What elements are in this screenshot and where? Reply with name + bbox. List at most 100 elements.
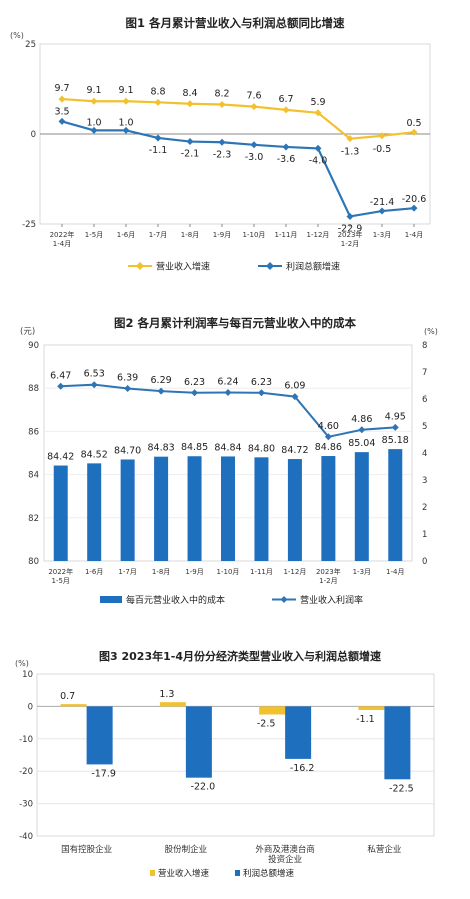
chart1-profit-data-label: -3.0	[245, 152, 264, 163]
chart2-margin-point	[57, 382, 65, 390]
chart1-x-tick-label: 1-6月	[117, 231, 135, 239]
chart2-x-tick-label: 2023年	[316, 567, 341, 576]
chart2-cost-bar	[187, 456, 202, 561]
chart2-cost-data-label: 85.04	[348, 438, 375, 449]
chart3-legend-profit-swatch	[235, 870, 240, 876]
chart2-margin-data-label: 4.86	[351, 414, 372, 425]
chart1-y-tick-label: -25	[22, 220, 36, 230]
chart1-profit-point	[154, 134, 162, 142]
chart3-revenue-bar	[159, 702, 186, 707]
chart1-profit-data-label: -2.1	[181, 149, 200, 160]
chart2-y-left-tick-label: 88	[28, 384, 39, 394]
chart1-x-tick-label: 2023年	[338, 230, 363, 239]
chart2-y-left-tick-label: 90	[28, 341, 39, 351]
chart2-margin-data-label: 6.39	[117, 372, 138, 383]
chart2-y-left-tick-label: 84	[28, 471, 39, 481]
chart1-legend-revenue-marker	[136, 262, 144, 270]
chart2-cost-bar	[254, 457, 269, 561]
chart2-cost-bar	[321, 456, 336, 561]
chart2-margin-data-label: 6.24	[217, 377, 238, 388]
chart3-revenue-bar	[259, 706, 286, 715]
chart3-legend-revenue-label: 营业收入增速	[158, 868, 210, 879]
chart2-cost-bar	[53, 465, 68, 561]
chart1-revenue-data-label: 5.9	[310, 97, 325, 108]
chart3-x-tick-label: 股份制企业	[165, 844, 208, 855]
chart1-revenue-point	[314, 109, 322, 117]
chart2-cost-data-label: 84.70	[114, 445, 141, 456]
chart2-cost-bar	[87, 463, 102, 561]
chart3-profit-data-label: -16.2	[290, 763, 315, 774]
chart2: 图2 各月累计利润率与每百元营业收入中的成本 (元) (%) 908886848…	[20, 316, 438, 606]
chart3-y-unit: (%)	[15, 659, 29, 668]
chart2-margin-point	[358, 426, 366, 434]
chart2-y-unit-right: (%)	[424, 327, 438, 336]
chart1-profit-data-label: -2.3	[213, 149, 232, 160]
chart2-margin-point	[157, 387, 165, 395]
chart1-revenue-data-label: 7.6	[246, 91, 261, 102]
chart1-revenue-point	[186, 100, 194, 108]
chart2-y-right-tick-label: 0	[422, 557, 427, 567]
chart1-revenue-point	[410, 128, 418, 136]
chart3-revenue-data-label: 1.3	[159, 689, 174, 700]
chart1-revenue-point	[122, 97, 130, 105]
chart1-x-tick-label-line2: 1-4月	[53, 240, 71, 248]
chart1-profit-data-label: -4.0	[309, 155, 328, 166]
chart1-revenue-line	[61, 97, 415, 140]
chart2-cost-data-label: 84.72	[281, 445, 308, 456]
chart2-cost-data-label: 84.86	[315, 442, 342, 453]
chart1-revenue-point	[154, 98, 162, 106]
chart1-profit-point	[314, 144, 322, 152]
chart3-y-tick-label: -30	[19, 800, 33, 810]
chart2-margin-point	[257, 389, 265, 397]
chart2-legend-cost-label: 每百元营业收入中的成本	[126, 594, 225, 606]
chart2-cost-bar	[354, 452, 369, 561]
chart3: 图3 2023年1-4月份分经济类型营业收入与利润总额增速 (%) 10 0 -10…	[15, 649, 435, 879]
chart2-y-right-tick-label: 5	[422, 422, 427, 432]
chart2-x-tick-label-line2: 1-2月	[319, 577, 337, 585]
chart1-legend: 营业收入增速 利润总额增速	[128, 261, 340, 273]
chart2-margin-data-label: 4.60	[318, 421, 339, 432]
chart1-y-tick-label: 25	[25, 40, 36, 50]
chart1-y-tick-label: 0	[31, 130, 36, 140]
chart1-profit-point	[410, 204, 418, 212]
chart1-profit-data-label: 1.0	[86, 117, 101, 128]
chart2-title: 图2 各月累计利润率与每百元营业收入中的成本	[114, 316, 357, 330]
chart2-y-unit-left: (元)	[20, 327, 35, 337]
chart2-margin-data-label: 6.09	[284, 381, 305, 392]
chart1-profit-point	[58, 117, 66, 125]
chart1-profit-data-label: -20.6	[402, 194, 427, 205]
chart1-profit-data-label: -3.6	[277, 154, 296, 165]
chart1-revenue-data-label: 9.1	[118, 85, 133, 96]
chart2-y-left-tick-label: 82	[28, 514, 39, 524]
chart2-cost-data-label: 84.84	[214, 442, 241, 453]
chart1-profit-data-label: 3.5	[54, 106, 69, 117]
chart2-x-tick-label: 1-8月	[152, 568, 170, 576]
chart2-cost-data-label: 84.80	[248, 443, 275, 454]
chart2-y-right-tick-label: 3	[422, 476, 427, 486]
chart1-profit-data-label: -21.4	[370, 197, 395, 208]
chart3-x-tick-label: 国有控股企业	[61, 844, 112, 855]
chart2-margin-point	[391, 423, 399, 431]
chart1-legend-revenue-label: 营业收入增速	[156, 261, 210, 273]
chart2-legend: 每百元营业收入中的成本 营业收入利润率	[100, 594, 363, 606]
chart3-x-tick-label: 私营企业	[367, 844, 401, 855]
chart3-profit-data-label: -22.0	[191, 782, 216, 793]
chart2-cost-bar	[388, 449, 403, 561]
chart1-x-tick-label: 1-11月	[275, 231, 298, 239]
chart3-legend-profit-label: 利润总额增速	[243, 868, 295, 879]
chart3-y-tick-label: 0	[28, 702, 33, 712]
chart1-x-tick-label: 2022年	[50, 230, 75, 239]
chart1-x-tick-label: 1-12月	[307, 231, 330, 239]
chart2-y-right-tick-label: 2	[422, 503, 427, 513]
chart3-profit-data-label: -17.9	[91, 768, 116, 779]
chart1-profit-data-label: -22.9	[338, 223, 363, 234]
chart1-x-tick-label: 1-5月	[85, 231, 103, 239]
chart1-revenue-data-label: 0.5	[406, 118, 421, 129]
chart2-y-right-tick-label: 7	[422, 368, 427, 378]
chart3-profit-bar	[285, 706, 312, 759]
chart1-profit-point	[346, 212, 354, 220]
chart2-cost-data-label: 85.18	[382, 435, 409, 446]
chart3-x-tick-label-line2: 投资企业	[268, 854, 302, 865]
chart3-profit-bar	[86, 706, 113, 765]
